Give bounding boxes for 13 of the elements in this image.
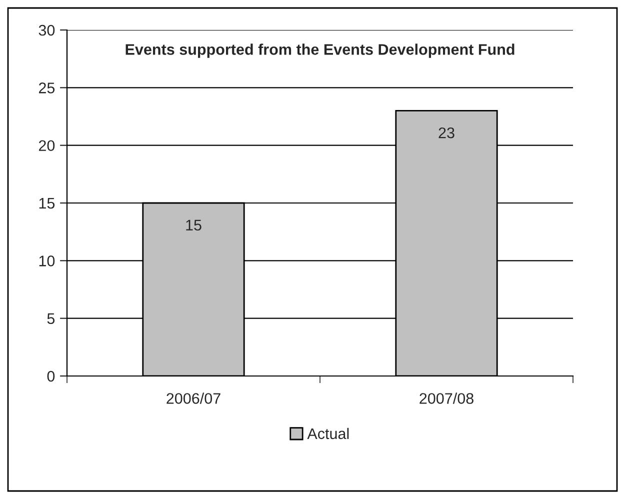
data-label: 15 — [186, 220, 202, 231]
y-tick-label: 5 — [47, 313, 55, 324]
y-tick-label: 0 — [47, 370, 55, 382]
y-tick-label: 20 — [38, 140, 55, 152]
text: Events supported from the Events Development Fund — [126, 44, 514, 58]
y-tick-label: 30 — [38, 24, 55, 36]
y-tick-label: 15 — [39, 198, 55, 209]
data-label: 23 — [438, 127, 454, 138]
x-tick-label: 2006/07 — [166, 392, 220, 404]
y-tick-label: 10 — [39, 256, 55, 266]
legend-label: Actual — [307, 428, 349, 440]
x-tick-label: 2007/08 — [420, 392, 474, 404]
y-tick-label: 25 — [38, 82, 55, 94]
